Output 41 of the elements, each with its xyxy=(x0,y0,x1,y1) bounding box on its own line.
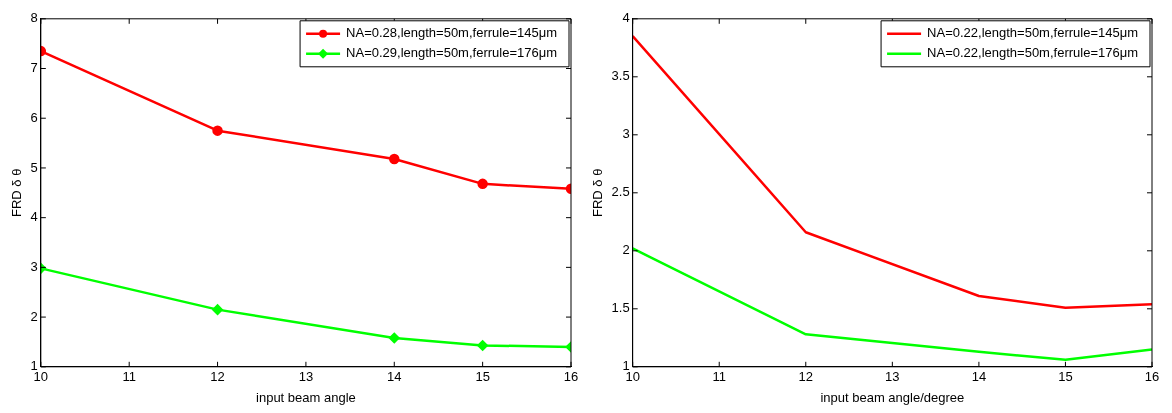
y-tick-label: 4 xyxy=(30,209,38,225)
legend-label: NA=0.28,length=50m,ferrule=145μm xyxy=(346,25,558,41)
point xyxy=(212,125,223,136)
y-tick-label: 2 xyxy=(30,308,38,324)
x-tick-label: 12 xyxy=(798,369,814,385)
x-axis-title: input beam angle/degree xyxy=(820,389,965,405)
x-tick-label: 13 xyxy=(298,369,314,385)
x-tick-label: 16 xyxy=(1144,369,1160,385)
x-tick-label: 11 xyxy=(122,369,136,385)
y-axis-title: FRD δ θ xyxy=(590,168,606,218)
x-tick-label: 10 xyxy=(33,369,49,385)
x-tick-label: 14 xyxy=(387,369,402,385)
x-tick-label: 15 xyxy=(475,369,490,385)
legend-label: NA=0.29,length=50m,ferrule=176μm xyxy=(346,45,558,61)
y-tick-label: 7 xyxy=(30,60,38,76)
x-tick-label: 10 xyxy=(625,369,640,385)
y-tick-label: 5 xyxy=(30,159,38,175)
x-tick-label: 11 xyxy=(712,369,726,385)
y-tick-label: 3 xyxy=(30,258,38,274)
y-tick-label: 2 xyxy=(622,242,630,258)
x-axis-title: input beam angle xyxy=(256,389,356,405)
point xyxy=(477,178,488,190)
x-tick-label: 13 xyxy=(885,369,900,385)
legend-label: NA=0.22,length=50m,ferrule=176μm xyxy=(927,45,1139,61)
y-tick-label: 2.5 xyxy=(611,184,630,200)
x-tick-label: 12 xyxy=(210,369,225,385)
y-tick-label: 6 xyxy=(30,109,38,125)
point xyxy=(212,304,223,315)
y-tick-label: 1.5 xyxy=(611,300,630,316)
y-axis-title: FRD δ θ xyxy=(9,168,25,218)
point xyxy=(477,340,488,351)
point xyxy=(389,332,400,344)
x-tick-label: 15 xyxy=(1058,369,1073,385)
x-tick-label: 16 xyxy=(563,369,579,385)
x-tick-label: 14 xyxy=(971,369,987,385)
y-tick-label: 3.5 xyxy=(611,68,630,84)
y-tick-label: 8 xyxy=(30,10,38,26)
point xyxy=(389,153,400,165)
y-tick-label: 4 xyxy=(622,10,630,26)
y-tick-label: 3 xyxy=(622,126,630,142)
legend-label: NA=0.22,length=50m,ferrule=145μm xyxy=(927,25,1139,41)
